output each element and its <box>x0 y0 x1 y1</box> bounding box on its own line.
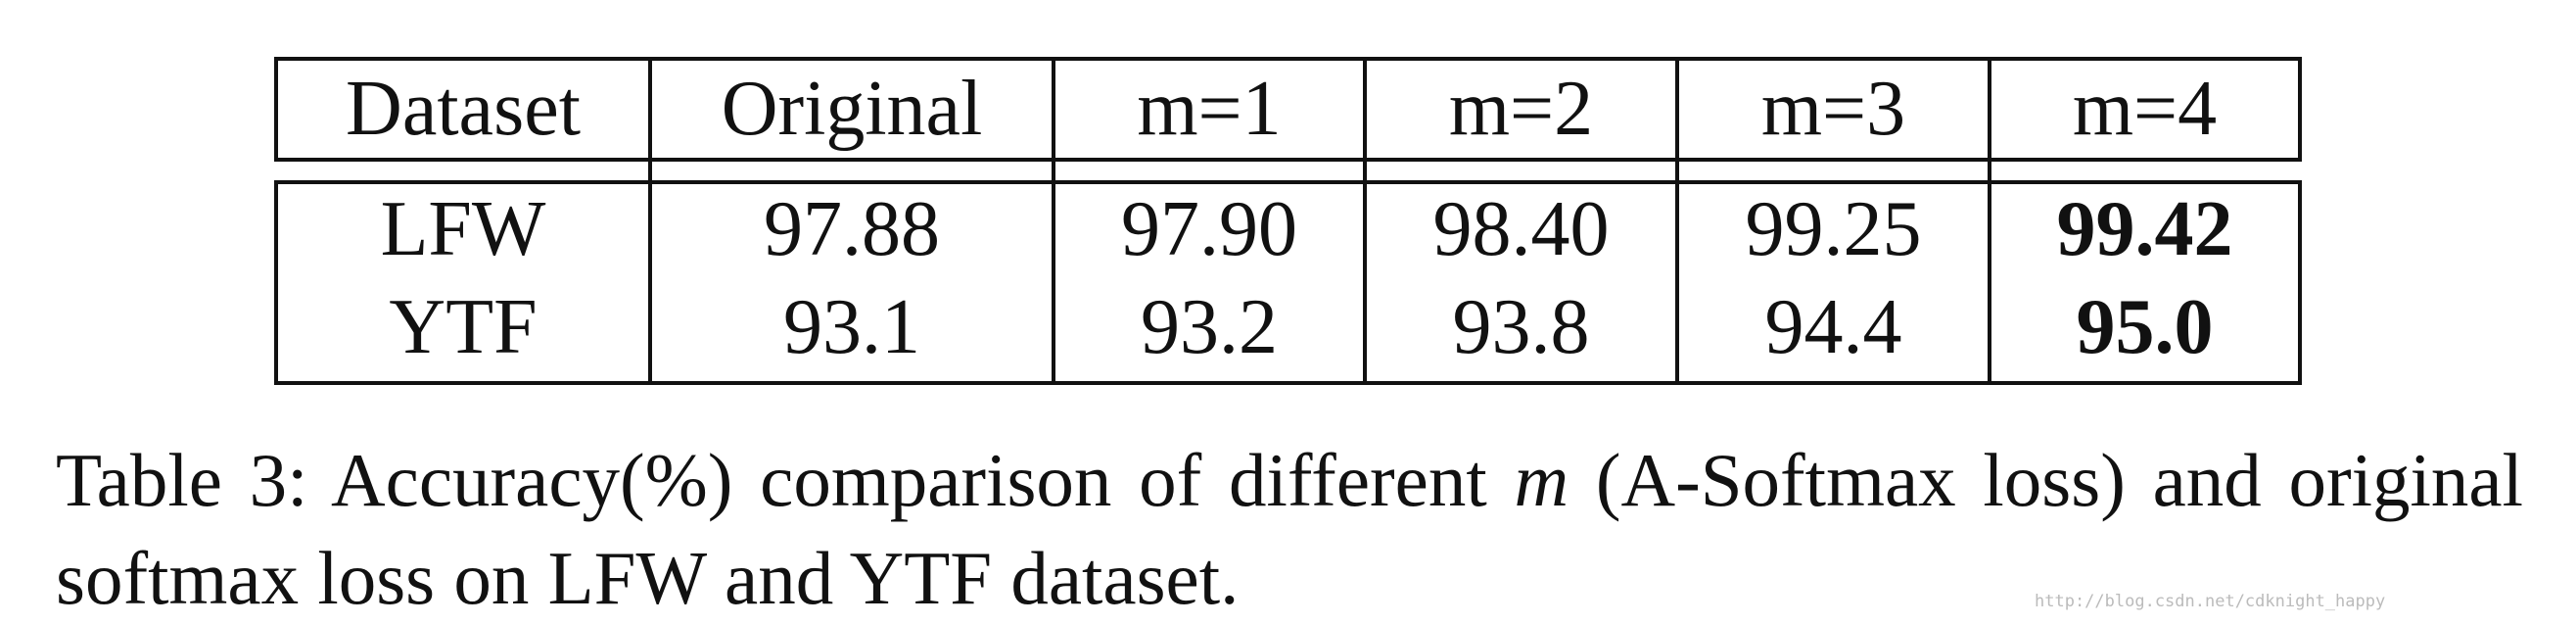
caption: Table 3: Accuracy(%) comparison of diffe… <box>56 431 2523 625</box>
body-cell: YTF <box>389 284 538 370</box>
body-cell: 99.25 <box>1745 186 1922 272</box>
header-cell: m=1 <box>1137 66 1282 152</box>
body-cell: 94.4 <box>1764 284 1902 370</box>
header-cell: m=2 <box>1448 66 1594 152</box>
body-cell: 99.42 <box>2056 186 2233 272</box>
caption-text: (A-Softmax loss) and original softmax lo… <box>56 438 2524 620</box>
body-cell: 93.2 <box>1141 284 1278 370</box>
body-cell: 97.88 <box>764 186 940 272</box>
watermark: http://blog.csdn.net/cdknight_happy <box>2035 592 2386 611</box>
body-cell: 98.40 <box>1432 186 1610 272</box>
header-cell: Dataset <box>346 66 581 152</box>
body-cell: 93.1 <box>783 284 920 370</box>
header-cell: Original <box>721 66 983 152</box>
header-cell: m=4 <box>2072 66 2218 152</box>
header-cell: m=3 <box>1760 66 1906 152</box>
body-cell: 97.90 <box>1121 186 1297 272</box>
body-cell: 95.0 <box>2076 284 2214 370</box>
caption-label: Table 3: <box>56 438 308 522</box>
caption-variable: m <box>1514 438 1569 522</box>
body-cell: 93.8 <box>1452 284 1590 370</box>
body-cell: LFW <box>380 186 546 272</box>
caption-text: Accuracy(%) comparison of different <box>331 438 1487 522</box>
